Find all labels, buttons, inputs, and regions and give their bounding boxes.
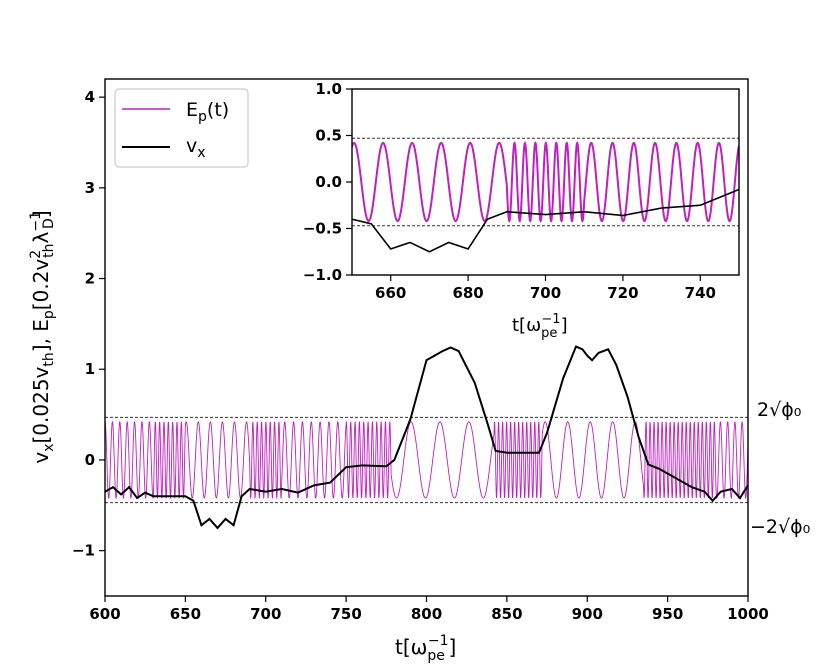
main-x-label: t[ωpe−1]: [395, 633, 456, 664]
main-x-tick-label: 900: [572, 605, 603, 623]
main-y-tick-label: 3: [85, 179, 95, 197]
legend-label-vx: vx: [186, 135, 206, 161]
inset-chart: 660 680 700 720 740 −1.0 −0.5 0.0 0.5 1.0 t[ωpe−…: [303, 80, 740, 341]
inset-x-tick-label: 680: [452, 284, 483, 302]
inset-y-tick-label: −0.5: [303, 220, 342, 238]
main-chart: 600 650 700 750 800 850 900 950 1000 −1 0 1 2 3 4 t[ω…: [28, 78, 810, 664]
annotation-upper: 2√ϕ₀: [757, 399, 801, 421]
main-y-tick-label: −1: [72, 542, 95, 560]
inset-plot-area: [352, 141, 739, 253]
main-y-ticks: −1 0 1 2 3 4: [72, 88, 105, 560]
main-x-tick-label: 800: [411, 605, 442, 623]
main-x-tick-label: 950: [652, 605, 683, 623]
main-x-tick-label: 1000: [727, 605, 769, 623]
inset-x-tick-label: 720: [607, 284, 638, 302]
inset-y-tick-label: 0.5: [315, 127, 342, 145]
annotation-lower: −2√ϕ₀: [750, 516, 810, 538]
main-y-tick-label: 0: [85, 451, 95, 469]
inset-series-ep-line: [352, 141, 739, 223]
inset-series-vx-line: [352, 188, 739, 253]
inset-x-ticks: 660 680 700 720 740: [375, 275, 716, 302]
main-reference-lines: [105, 416, 748, 504]
main-plot-area: [105, 345, 748, 530]
inset-x-tick-label: 740: [685, 284, 716, 302]
inset-x-tick-label: 700: [530, 284, 561, 302]
inset-reference-lines: [352, 137, 739, 227]
main-x-tick-label: 650: [170, 605, 201, 623]
inset-y-tick-label: 1.0: [315, 80, 342, 98]
main-x-tick-label: 850: [491, 605, 522, 623]
main-x-ticks: 600 650 700 750 800 850 900 950 1000: [89, 596, 769, 623]
legend-label-ep: Ep(t): [186, 99, 229, 125]
main-series-vx-line: [105, 345, 748, 530]
main-x-tick-label: 600: [89, 605, 120, 623]
inset-x-label: t[ωpe−1]: [512, 312, 568, 341]
inset-x-tick-label: 660: [375, 284, 406, 302]
inset-background: [352, 89, 739, 275]
inset-y-tick-label: −1.0: [303, 266, 342, 284]
inset-y-ticks: −1.0 −0.5 0.0 0.5 1.0: [303, 80, 352, 284]
main-y-tick-label: 1: [85, 360, 95, 378]
main-x-tick-label: 700: [250, 605, 281, 623]
main-series-ep-line: [105, 420, 748, 500]
main-y-tick-label: 4: [85, 88, 95, 106]
inset-y-tick-label: 0.0: [315, 173, 342, 191]
main-y-tick-label: 2: [85, 270, 95, 288]
main-x-tick-label: 750: [330, 605, 361, 623]
main-y-label: vx[0.025vth], Ep[0.2v2thλ−1D]: [28, 210, 57, 463]
legend: Ep(t) vx: [114, 88, 249, 168]
